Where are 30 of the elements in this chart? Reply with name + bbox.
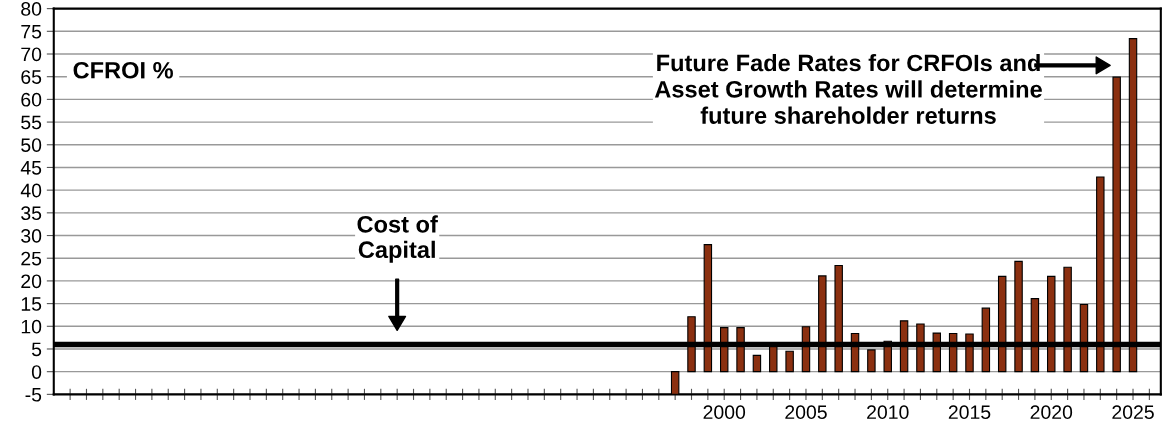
y-tick-label: 60	[21, 92, 42, 107]
annotation: Future Fade Rates for CRFOIs and Asset Growth Rates will determine future shareholder returns	[654, 54, 1042, 124]
bar	[867, 349, 876, 373]
y-tick-label: 30	[21, 229, 42, 243]
x-tick-label: 2020	[1030, 405, 1073, 420]
y-tick-label: 55	[21, 115, 42, 130]
y-tick-label: 20	[21, 274, 42, 289]
y-tick-label: -5	[25, 388, 42, 402]
y-tick-label: 40	[20, 183, 42, 198]
y-tick-label: 75	[21, 24, 42, 39]
x-tick-label: 2015	[948, 405, 991, 420]
annotation: CFROI %	[73, 61, 173, 79]
y-tick-label: 0	[31, 365, 42, 379]
y-tick-label: 80	[21, 2, 42, 16]
y-tick-label: 25	[21, 251, 42, 266]
y-tick-label: 50	[21, 138, 42, 152]
y-tick-label: 15	[21, 297, 42, 311]
x-tick-label: 2000	[703, 405, 746, 420]
y-tick-label: 65	[21, 70, 42, 84]
ref-line-label: Cost of Capital	[357, 215, 438, 263]
x-tick-label: 2010	[867, 405, 909, 420]
y-tick-label: 70	[21, 47, 42, 62]
bar	[785, 350, 794, 373]
y-tick-label: 35	[21, 206, 42, 221]
x-tick-label: 2005	[785, 405, 827, 420]
bar	[752, 354, 762, 373]
y-tick-label: 10	[21, 319, 42, 334]
y-tick-label: 45	[20, 161, 42, 175]
y-tick-label: 5	[31, 342, 42, 357]
x-tick-label: 2025	[1112, 405, 1154, 420]
